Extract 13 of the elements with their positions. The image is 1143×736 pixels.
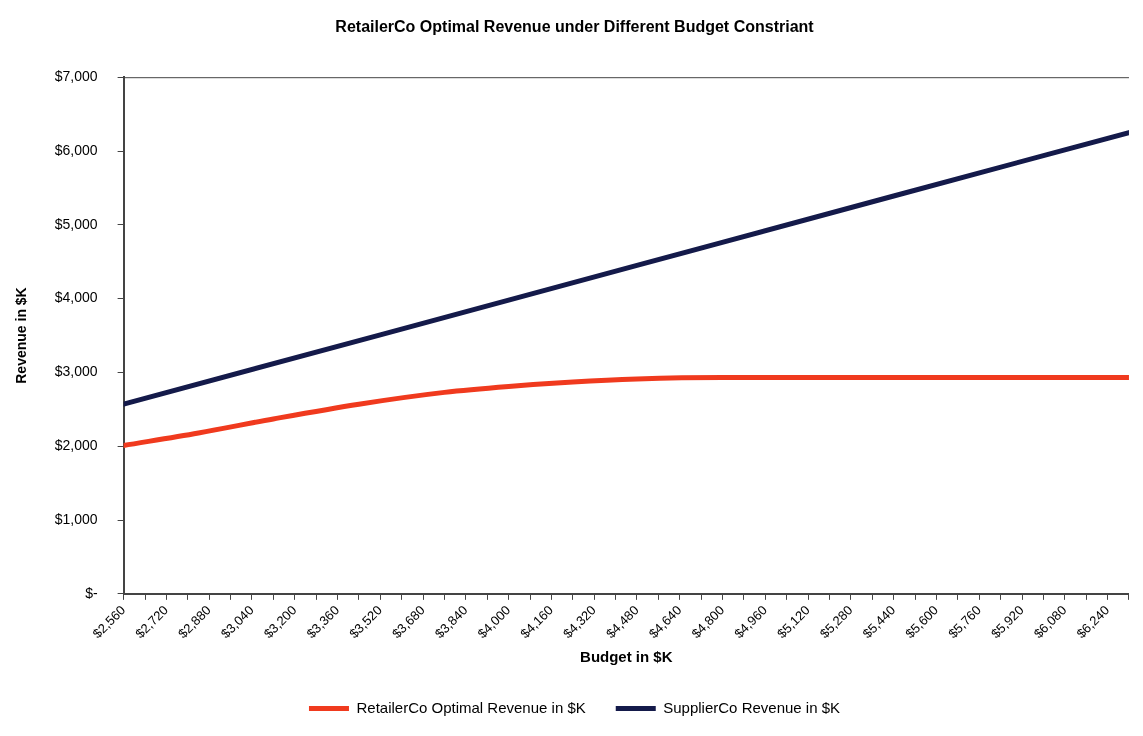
y-axis-title: Revenue in $K xyxy=(13,287,30,384)
y-tick-label: $4,000 xyxy=(54,289,98,306)
chart-title: RetailerCo Optimal Revenue under Different Budget Constriant xyxy=(335,18,815,36)
x-axis-title: Budget in $K xyxy=(580,648,673,666)
y-tick-label: $5,000 xyxy=(54,215,98,232)
y-tick-label: $- xyxy=(85,584,98,601)
y-tick-label: $2,000 xyxy=(54,437,98,454)
y-tick-label: $6,000 xyxy=(54,141,98,158)
legend-label: SupplierCo Revenue in $K xyxy=(663,698,841,716)
y-tick-label: $7,000 xyxy=(54,68,98,85)
legend-label: RetailerCo Optimal Revenue in $K xyxy=(356,698,586,716)
y-tick-label: $1,000 xyxy=(54,510,98,527)
y-tick-label: $3,000 xyxy=(54,363,98,380)
